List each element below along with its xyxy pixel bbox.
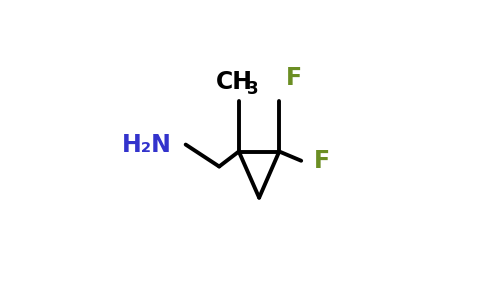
Text: H₂N: H₂N xyxy=(122,133,172,157)
Text: F: F xyxy=(286,66,302,90)
Text: 3: 3 xyxy=(247,80,258,98)
Text: F: F xyxy=(314,149,330,173)
Text: CH: CH xyxy=(216,70,253,94)
